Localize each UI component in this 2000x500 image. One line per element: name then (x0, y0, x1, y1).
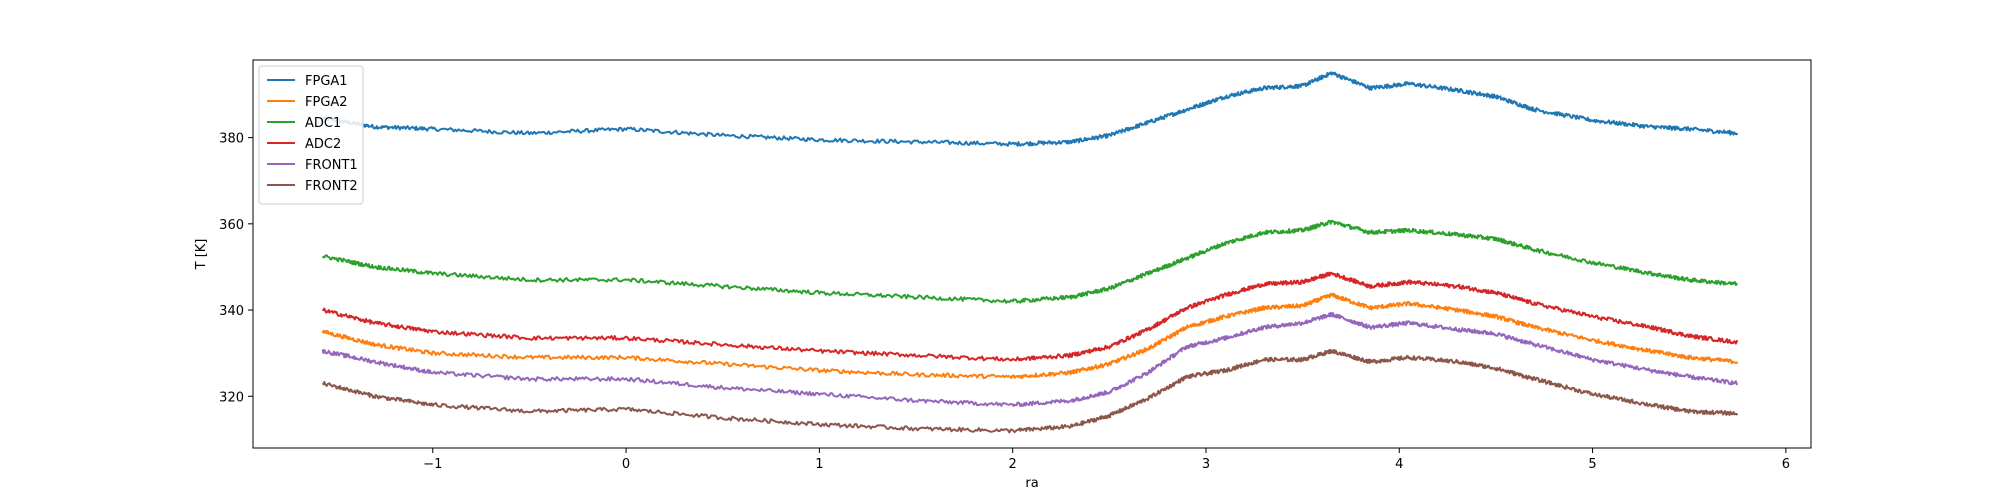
x-tick-label: −1 (423, 457, 442, 472)
y-tick-label: 380 (219, 132, 244, 147)
series-line-adc2 (321, 271, 1739, 362)
x-tick-label: 5 (1588, 457, 1596, 472)
y-tick-label: 360 (219, 218, 244, 233)
series-line-fpga1 (321, 71, 1739, 147)
legend-label: FPGA2 (305, 95, 348, 110)
series-line-adc1 (321, 219, 1738, 304)
plot-frame (252, 59, 1812, 449)
x-axis-label: ra (1025, 476, 1038, 491)
series-layer (321, 71, 1739, 434)
x-tick-label: 1 (815, 457, 823, 472)
y-axis: 320 340 360 380 (219, 132, 253, 405)
legend: FPGA1 FPGA2 ADC1 ADC2 FRONT1 FRONT2 (258, 65, 364, 205)
series-line-front1 (321, 311, 1739, 408)
legend-label: ADC1 (305, 116, 341, 131)
legend-label: FPGA1 (305, 74, 348, 89)
x-tick-label: 6 (1782, 457, 1790, 472)
x-tick-label: 0 (622, 457, 630, 472)
series-line-front2 (321, 348, 1739, 434)
x-tick-label: 2 (1009, 457, 1017, 472)
y-tick-label: 320 (219, 390, 244, 405)
x-axis: −1 0 1 2 3 4 5 6 (423, 448, 1790, 472)
series-line-fpga2 (321, 292, 1739, 380)
legend-label: ADC2 (305, 137, 341, 152)
x-tick-label: 3 (1202, 457, 1210, 472)
y-axis-label: T [K] (194, 239, 209, 271)
x-tick-label: 4 (1395, 457, 1403, 472)
legend-label: FRONT1 (305, 158, 358, 173)
y-tick-label: 340 (219, 304, 244, 319)
legend-label: FRONT2 (305, 179, 358, 194)
